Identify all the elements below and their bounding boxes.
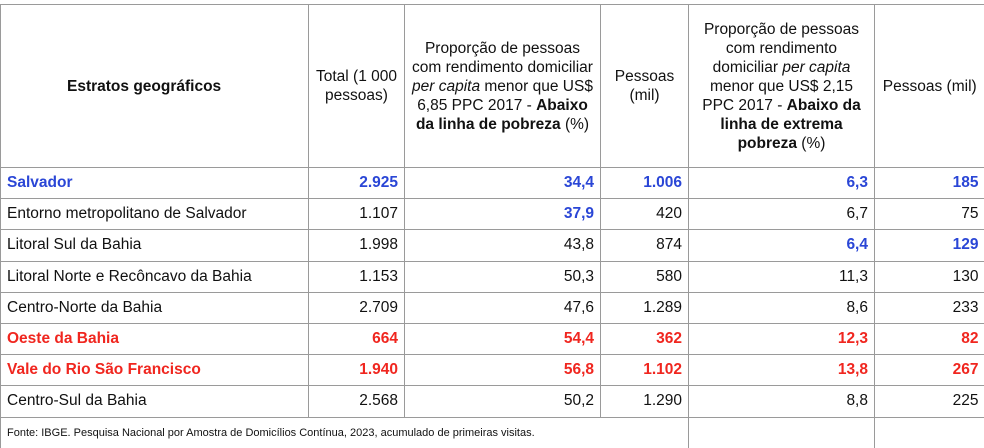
row-extreme-pct: 6,7 [689, 199, 875, 230]
row-extreme-pct: 13,8 [689, 355, 875, 386]
row-extreme-pct: 8,8 [689, 386, 875, 417]
row-total: 1.998 [309, 230, 405, 261]
row-poverty-persons: 1.289 [601, 292, 689, 323]
header-poverty-share: Proporção de pessoas com rendimento domi… [405, 5, 601, 168]
row-extreme-pct: 8,6 [689, 292, 875, 323]
row-extreme-pct: 6,4 [689, 230, 875, 261]
row-poverty-pct: 37,9 [405, 199, 601, 230]
row-poverty-pct: 50,3 [405, 261, 601, 292]
header-extreme-share: Proporção de pessoas com rendimento domi… [689, 5, 875, 168]
source-note: Fonte: IBGE. Pesquisa Nacional por Amost… [1, 417, 689, 448]
header-poverty-tail: (%) [561, 116, 589, 133]
poverty-table: Estratos geográficos Total (1 000 pessoa… [0, 4, 984, 448]
row-poverty-persons: 580 [601, 261, 689, 292]
row-poverty-pct: 50,2 [405, 386, 601, 417]
header-poverty-italic: per capita [412, 78, 480, 95]
footer-spacer [875, 417, 984, 448]
row-name: Centro-Norte da Bahia [1, 292, 309, 323]
row-extreme-pct: 6,3 [689, 168, 875, 199]
header-extreme-tail: (%) [797, 135, 825, 152]
row-name: Salvador [1, 168, 309, 199]
footer-spacer [689, 417, 875, 448]
row-poverty-pct: 54,4 [405, 323, 601, 354]
footer-row: Fonte: IBGE. Pesquisa Nacional por Amost… [1, 417, 984, 448]
row-name: Oeste da Bahia [1, 323, 309, 354]
row-extreme-persons: 267 [875, 355, 984, 386]
row-poverty-pct: 34,4 [405, 168, 601, 199]
header-extreme-italic: per capita [782, 59, 850, 76]
table-row: Litoral Norte e Recôncavo da Bahia 1.153… [1, 261, 984, 292]
row-name: Litoral Norte e Recôncavo da Bahia [1, 261, 309, 292]
header-poverty-text-1: Proporção de pessoas com rendimento domi… [412, 40, 593, 76]
header-persons-poverty: Pessoas (mil) [601, 5, 689, 168]
header-row: Estratos geográficos Total (1 000 pessoa… [1, 5, 984, 168]
row-name: Centro-Sul da Bahia [1, 386, 309, 417]
row-poverty-pct: 47,6 [405, 292, 601, 323]
row-poverty-persons: 1.006 [601, 168, 689, 199]
table-row: Vale do Rio São Francisco 1.940 56,8 1.1… [1, 355, 984, 386]
row-total: 2.709 [309, 292, 405, 323]
header-strata: Estratos geográficos [1, 5, 309, 168]
row-poverty-persons: 1.102 [601, 355, 689, 386]
table-row: Salvador 2.925 34,4 1.006 6,3 185 [1, 168, 984, 199]
row-total: 664 [309, 323, 405, 354]
row-extreme-persons: 129 [875, 230, 984, 261]
row-total: 1.940 [309, 355, 405, 386]
row-total: 2.925 [309, 168, 405, 199]
row-poverty-persons: 420 [601, 199, 689, 230]
row-extreme-pct: 12,3 [689, 323, 875, 354]
row-poverty-persons: 874 [601, 230, 689, 261]
row-extreme-persons: 82 [875, 323, 984, 354]
table-row: Litoral Sul da Bahia 1.998 43,8 874 6,4 … [1, 230, 984, 261]
row-name: Vale do Rio São Francisco [1, 355, 309, 386]
row-total: 1.153 [309, 261, 405, 292]
row-extreme-persons: 185 [875, 168, 984, 199]
row-extreme-pct: 11,3 [689, 261, 875, 292]
row-poverty-persons: 1.290 [601, 386, 689, 417]
row-total: 1.107 [309, 199, 405, 230]
row-extreme-persons: 225 [875, 386, 984, 417]
table-row: Centro-Norte da Bahia 2.709 47,6 1.289 8… [1, 292, 984, 323]
row-extreme-persons: 130 [875, 261, 984, 292]
row-poverty-pct: 43,8 [405, 230, 601, 261]
row-name: Entorno metropolitano de Salvador [1, 199, 309, 230]
row-total: 2.568 [309, 386, 405, 417]
table-row: Oeste da Bahia 664 54,4 362 12,3 82 [1, 323, 984, 354]
header-persons-extreme: Pessoas (mil) [875, 5, 984, 168]
row-poverty-pct: 56,8 [405, 355, 601, 386]
header-total: Total (1 000 pessoas) [309, 5, 405, 168]
row-name: Litoral Sul da Bahia [1, 230, 309, 261]
row-poverty-persons: 362 [601, 323, 689, 354]
row-extreme-persons: 233 [875, 292, 984, 323]
row-extreme-persons: 75 [875, 199, 984, 230]
table-row: Entorno metropolitano de Salvador 1.107 … [1, 199, 984, 230]
table-row: Centro-Sul da Bahia 2.568 50,2 1.290 8,8… [1, 386, 984, 417]
